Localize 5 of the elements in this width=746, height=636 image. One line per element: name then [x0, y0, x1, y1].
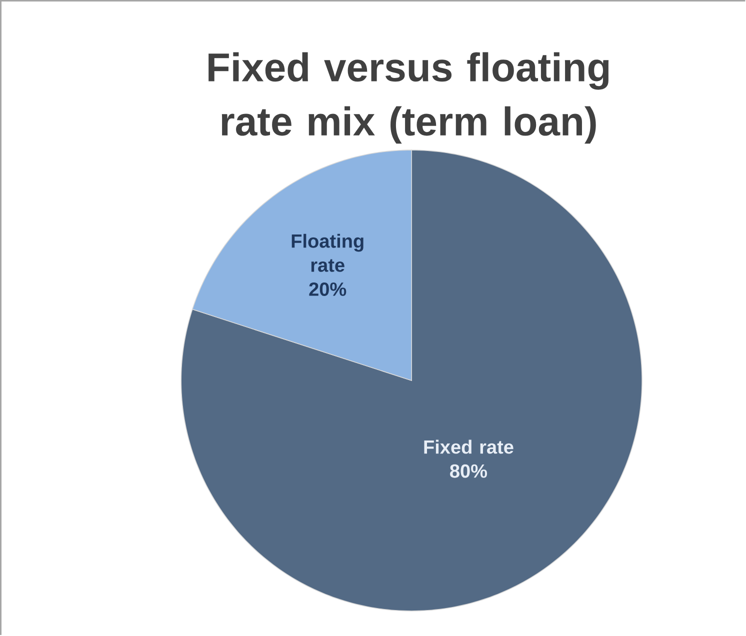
data-label: 80% — [450, 464, 488, 478]
slice-label: Fixed rate — [424, 440, 514, 454]
chart-title: Fixed versus floating rate mix (term loan) — [208, 52, 609, 144]
data-label: 20% — [309, 282, 346, 296]
slice-label: Floating rate — [292, 234, 364, 272]
